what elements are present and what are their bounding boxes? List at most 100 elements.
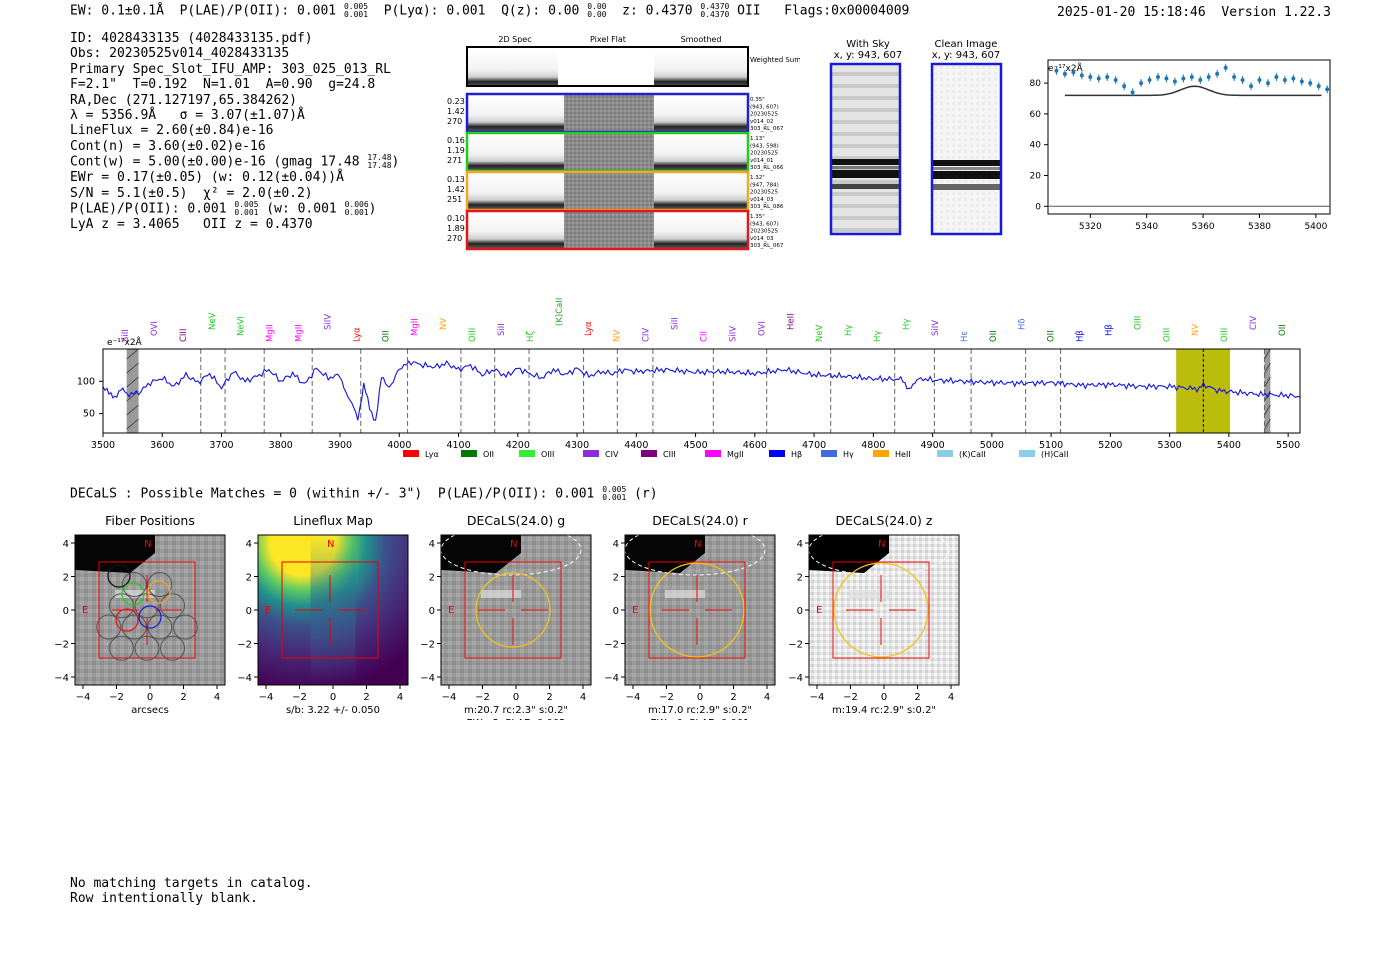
spectrum-xtick-label: 3900 <box>328 440 352 451</box>
panel-ytick-label: 4 <box>63 539 69 550</box>
spectrum-xtick-label: 4100 <box>446 440 470 451</box>
spectrum-xtick-label: 5000 <box>980 440 1004 451</box>
panel-title: Fiber Positions <box>105 513 195 528</box>
panel-title: DECaLS(24.0) r <box>652 513 748 528</box>
decals-summary: DECaLS : Possible Matches = 0 (within +/… <box>70 485 658 502</box>
legend-label: CIV <box>605 450 619 459</box>
panel-caption-2: EWr: 0, PLAE: 0.001 <box>650 718 749 720</box>
legend-label: Hβ <box>791 450 802 459</box>
zoom-data-point <box>1299 77 1304 86</box>
panel-ytick-label: 4 <box>613 539 619 550</box>
search-box <box>98 561 196 659</box>
zoom-data-point <box>1062 69 1067 78</box>
panel-caption: m:19.4 rc:2.9" s:0.2" <box>832 705 936 716</box>
spectrum-shaded-region <box>1264 349 1271 433</box>
spectrum-line-label: NV <box>1191 324 1201 336</box>
panel-xtick-label: −2 <box>475 692 490 703</box>
spectrum-xtick-label: 4200 <box>506 440 530 451</box>
panel-ytick-label: 0 <box>613 606 619 617</box>
info-primary: Primary Spec_Slot_IFU_AMP: 303_025_013_R… <box>70 61 391 77</box>
bright-star <box>441 535 521 573</box>
zoom-xtick-label: 5360 <box>1192 222 1215 232</box>
cutout-row-stat: 271 <box>447 156 462 165</box>
plae-text: P(LAE)/P(OII): 0.001 <box>179 3 337 19</box>
fiber-circle <box>160 635 185 661</box>
spectrum-line-label: OII <box>989 330 999 342</box>
fiber-circle <box>160 593 185 619</box>
panel-caption-2: EWr: 2, PLAE: 0.002 <box>466 718 565 720</box>
spectrum-line-label: CIII <box>179 329 189 342</box>
datetime-version: 2025-01-20 15:18:46 Version 1.22.3 <box>1057 5 1331 20</box>
north-label: N <box>144 539 151 550</box>
spectrum-frame <box>102 348 1301 434</box>
zoom-data-point <box>1316 82 1321 91</box>
cutout-row-stat: 0.13 <box>447 175 465 184</box>
cutout-row-meta: 20230525 <box>750 112 778 118</box>
spectrum-xtick-label: 4300 <box>565 440 589 451</box>
panel-ytick-label: −4 <box>54 673 69 684</box>
panel-ytick-label: −4 <box>420 673 435 684</box>
search-box <box>648 561 746 659</box>
spectrum-xtick-label: 3500 <box>91 440 115 451</box>
legend-label: (K)CaII <box>959 450 986 459</box>
spectrum-unit-label: e⁻¹⁷x2Å <box>107 336 143 348</box>
info-block: ID: 4028433135 (4028433135.pdf) Obs: 202… <box>70 31 399 232</box>
cutout-row-meta: 20230525 <box>750 151 778 157</box>
cutout-row-meta: 303_RL_067 <box>750 243 784 249</box>
legend-swatch <box>769 450 785 457</box>
fiber-circle <box>172 614 198 640</box>
spectrum-line-label: Hζ <box>526 331 536 342</box>
spectrum-line-label: MgII <box>410 318 420 336</box>
spectrum-line-label: CIV <box>642 328 652 342</box>
cutout-row-stat: 251 <box>447 195 462 204</box>
panel-xtick-label: 0 <box>697 692 703 703</box>
cutout-row-meta: (947, 784) <box>750 182 779 188</box>
fiber-circle <box>121 572 147 597</box>
cutout-row-meta: v014_02 <box>750 119 774 125</box>
cutout-row-meta: (943, 607) <box>750 104 779 110</box>
panel-xtick-label: −2 <box>659 692 674 703</box>
legend-swatch <box>461 450 477 457</box>
panel-title: DECaLS(24.0) g <box>467 513 565 528</box>
zoom-ytick-label: 40 <box>1030 141 1041 151</box>
spectrum-line-label: MgII <box>295 324 305 342</box>
footer: No matching targets in catalog. Row inte… <box>70 876 313 906</box>
info-sn: S/N = 5.1(±0.5) χ² = 2.0(±0.2) <box>70 185 313 201</box>
spectrum-line-label: NeV <box>208 312 218 330</box>
qz-text: Q(z): 0.00 <box>501 3 580 19</box>
panel-xtick-label: 4 <box>764 692 770 703</box>
panel-xtick-label: −2 <box>109 692 124 703</box>
spectrum-line-label: Hε <box>960 331 970 342</box>
cutout-row-stat: 0.16 <box>447 136 465 145</box>
spectrum-line-label: SiII <box>671 317 681 330</box>
cutout-row-stat: 1.42 <box>447 185 465 194</box>
fiber-circle <box>134 635 160 661</box>
search-box <box>281 561 379 659</box>
spectrum-line-label: Lyα <box>584 321 594 336</box>
panel-ytick-label: 0 <box>63 606 69 617</box>
spectrum-xtick-label: 4600 <box>743 440 767 451</box>
zoom-data-point <box>1172 77 1177 86</box>
zoom-data-point <box>1308 79 1313 88</box>
zoom-data-point <box>1130 88 1135 97</box>
decals-panel: DECaLS(24.0) r N E −4 −2 0 2 4 4 2 0 −2 −4 m:17.0 rc:… <box>604 513 776 720</box>
spectrum-line-label: NeV <box>815 324 825 342</box>
east-label: E <box>82 605 88 616</box>
zoom-data-point <box>1189 72 1194 81</box>
panel-ytick-label: 2 <box>613 573 619 584</box>
spectrum-line-label: NV <box>439 318 449 330</box>
panel-xtick-label: 4 <box>214 692 220 703</box>
decals-panel: DECaLS(24.0) z N E −4 −2 0 2 4 4 2 0 −2 −4 m:19.4 rc:… <box>788 513 960 716</box>
spectrum-line-label: Lyα <box>352 327 362 342</box>
spectrum-line-label: SiIV <box>323 314 333 330</box>
spectrum-ytick-label: 100 <box>77 376 95 387</box>
aperture-circle <box>475 572 551 648</box>
panel-xtick-label: 2 <box>546 692 552 703</box>
spectrum-xtick-label: 5400 <box>1217 440 1241 451</box>
panel-ytick-label: −2 <box>54 640 69 651</box>
cutout-row-meta: v014_03 <box>750 236 774 242</box>
legend-label: OIII <box>541 450 554 459</box>
zoom-data-point <box>1291 74 1296 83</box>
spectrum-line-label: HeII <box>786 313 796 330</box>
